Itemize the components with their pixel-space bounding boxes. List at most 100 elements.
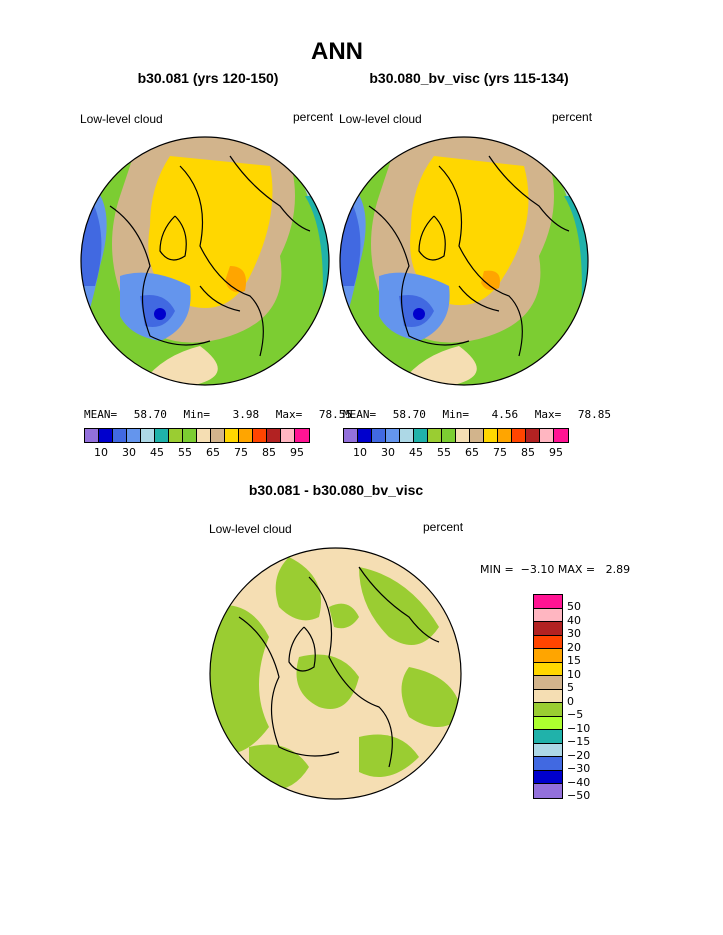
diff-title: b30.081 - b30.080_bv_visc xyxy=(248,482,424,498)
panel1-stats: MEAN= 58.70 Min= 3.98 Max= 78.55 xyxy=(84,408,352,421)
panel2-polar-map xyxy=(339,136,589,386)
colorbar-swatch xyxy=(526,429,540,442)
diff-colorbar-label: 30 xyxy=(567,627,581,640)
colorbar-swatch xyxy=(85,429,99,442)
colorbar-tick-label: 65 xyxy=(465,446,479,459)
diff-colorbar-swatch xyxy=(534,730,562,744)
colorbar-tick-label: 85 xyxy=(262,446,276,459)
diff-colorbar-swatch xyxy=(534,689,562,703)
panel2-variable-label: Low-level cloud xyxy=(339,112,422,126)
diff-colorbar-swatch xyxy=(534,662,562,676)
colorbar-swatch xyxy=(358,429,372,442)
colorbar-tick-label: 65 xyxy=(206,446,220,459)
diff-colorbar-swatch xyxy=(534,649,562,663)
diff-colorbar-label: 0 xyxy=(567,694,574,708)
diff-colorbar-label: −10 xyxy=(567,721,591,735)
colorbar-tick-label: 30 xyxy=(381,446,395,459)
panel2-mean-label: MEAN= xyxy=(343,408,377,421)
colorbar-swatch xyxy=(484,429,498,442)
diff-colorbar-label: −50 xyxy=(567,789,591,802)
colorbar-swatch xyxy=(386,429,400,442)
panel1-max-label: Max= xyxy=(275,408,303,421)
page-title: ANN xyxy=(311,38,363,65)
panel2-max-value: 78.85 xyxy=(577,408,611,421)
colorbar-swatch xyxy=(127,429,141,442)
panel2-min-label: Min= xyxy=(442,408,470,421)
colorbar-swatch xyxy=(295,429,309,442)
colorbar-swatch xyxy=(155,429,169,442)
diff-colorbar-label: −40 xyxy=(567,775,591,789)
panel1-max-value: 78.55 xyxy=(318,408,352,421)
diff-colorbar-swatch xyxy=(534,743,562,757)
diff-units-label: percent xyxy=(423,520,464,534)
diff-colorbar-label: 40 xyxy=(567,613,581,627)
colorbar-swatch xyxy=(512,429,526,442)
diff-colorbar-swatch xyxy=(534,635,562,649)
colorbar-swatch xyxy=(414,429,428,442)
colorbar-swatch xyxy=(456,429,470,442)
panel1-units-label: percent xyxy=(293,110,334,124)
diff-colorbar-label: 10 xyxy=(567,667,581,681)
colorbar-tick-label: 45 xyxy=(409,446,423,459)
panel2-stats: MEAN= 58.70 Min= 4.56 Max= 78.85 xyxy=(343,408,611,421)
colorbar-tick-label: 95 xyxy=(290,446,304,459)
colorbar-tick-label: 45 xyxy=(150,446,164,459)
diff-colorbar-swatch xyxy=(534,784,562,798)
diff-colorbar-swatch xyxy=(534,676,562,690)
colorbar-swatch xyxy=(470,429,484,442)
colorbar-swatch xyxy=(141,429,155,442)
panel1-polar-map xyxy=(80,136,330,386)
colorbar-swatch xyxy=(281,429,295,442)
colorbar-tick-label: 95 xyxy=(549,446,563,459)
colorbar-swatch xyxy=(400,429,414,442)
colorbar-swatch xyxy=(169,429,183,442)
panel1-run-title: b30.081 (yrs 120-150) xyxy=(137,70,279,86)
diff-colorbar-swatch xyxy=(534,757,562,771)
diff-colorbar-label: 5 xyxy=(567,681,574,694)
panel1-colorbar xyxy=(84,428,310,443)
diff-colorbar-label: 20 xyxy=(567,640,581,654)
panel2-min-value: 4.56 xyxy=(491,408,519,421)
colorbar-swatch xyxy=(239,429,253,442)
colorbar-tick-label: 10 xyxy=(353,446,367,459)
diff-variable-label: Low-level cloud xyxy=(209,522,292,536)
diff-colorbar-swatch xyxy=(534,595,562,609)
diff-colorbar-swatch xyxy=(534,703,562,717)
colorbar-swatch xyxy=(197,429,211,442)
panel2-max-label: Max= xyxy=(534,408,562,421)
colorbar-swatch xyxy=(183,429,197,442)
colorbar-swatch xyxy=(267,429,281,442)
colorbar-tick-label: 55 xyxy=(178,446,192,459)
diff-colorbar-label: 50 xyxy=(567,600,581,613)
colorbar-swatch xyxy=(225,429,239,442)
panel1-variable-label: Low-level cloud xyxy=(80,112,163,126)
panel2-units-label: percent xyxy=(552,110,593,124)
panel1-mean-value: 58.70 xyxy=(133,408,167,421)
diff-colorbar-label: −15 xyxy=(567,735,591,748)
colorbar-swatch xyxy=(253,429,267,442)
diff-colorbar xyxy=(533,594,563,799)
diff-colorbar-label: −30 xyxy=(567,762,591,775)
diff-colorbar-label: −20 xyxy=(567,748,591,762)
colorbar-tick-label: 75 xyxy=(234,446,248,459)
colorbar-tick-label: 30 xyxy=(122,446,136,459)
diff-stats: MIN = −3.10 MAX = 2.89 xyxy=(480,563,631,576)
colorbar-swatch xyxy=(113,429,127,442)
colorbar-swatch xyxy=(211,429,225,442)
diff-colorbar-swatch xyxy=(534,622,562,636)
colorbar-tick-label: 55 xyxy=(437,446,451,459)
colorbar-tick-label: 10 xyxy=(94,446,108,459)
colorbar-swatch xyxy=(498,429,512,442)
panel1-min-label: Min= xyxy=(183,408,211,421)
diff-colorbar-label: −5 xyxy=(567,708,584,721)
colorbar-swatch xyxy=(428,429,442,442)
panel2-run-title: b30.080_bv_visc (yrs 115-134) xyxy=(369,70,569,86)
colorbar-tick-label: 85 xyxy=(521,446,535,459)
colorbar-swatch xyxy=(372,429,386,442)
colorbar-swatch xyxy=(344,429,358,442)
diff-colorbar-swatch xyxy=(534,608,562,622)
panel1-min-value: 3.98 xyxy=(232,408,260,421)
panel1-mean-label: MEAN= xyxy=(84,408,118,421)
colorbar-swatch xyxy=(442,429,456,442)
diff-colorbar-swatch xyxy=(534,770,562,784)
